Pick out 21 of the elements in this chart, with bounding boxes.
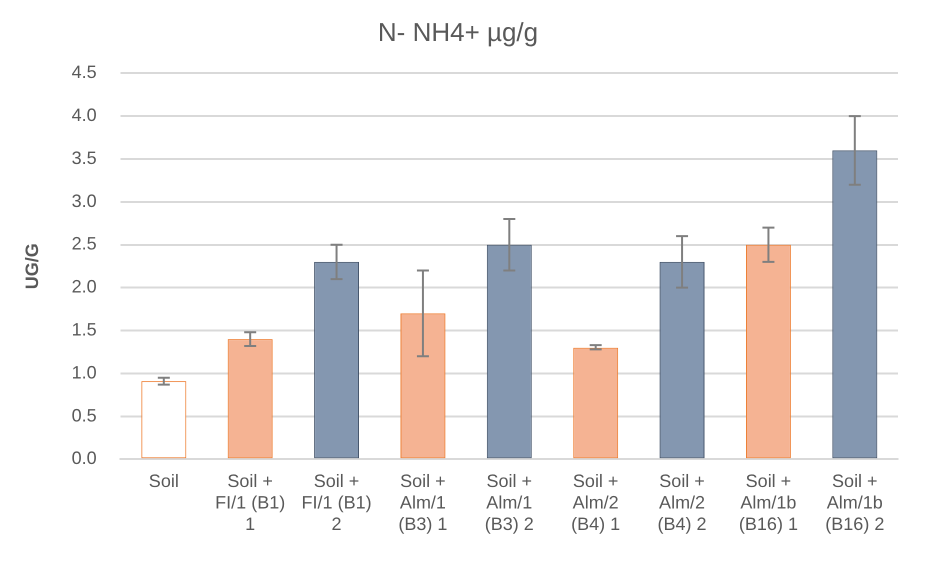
y-tick-label: 0.5 [72,405,97,426]
y-tick-label: 2.0 [72,276,97,297]
x-tick-label: Soil + Alm/1 (B3) 1 [398,470,448,534]
y-tick-label: 1.5 [72,320,97,340]
x-tick-label: Soil + Alm/2 (B4) 1 [571,470,620,534]
x-tick-label: Soil [148,470,179,491]
y-axis-title: UG/G [22,243,42,290]
y-tick-label: 1.0 [72,362,97,382]
y-tick-label: 0.0 [72,448,97,468]
x-tick-label: Soil + FI/1 (B1) 2 [302,470,372,534]
chart-title: N- NH4+ µg/g [378,16,538,47]
x-tick-label: Soil + Alm/1b (B16) 1 [738,470,798,534]
y-tick-label: 3.0 [72,190,97,211]
y-tick-label: 2.5 [72,234,97,254]
x-tick-label: Soil + Alm/2 (B4) 2 [658,470,707,534]
x-tick-label: Soil + Alm/1b (B16) 2 [825,470,884,534]
y-tick-label: 4.0 [72,105,97,126]
x-tick-label: Soil + FI/1 (B1) 1 [215,470,286,534]
x-tick-label: Soil + Alm/1 (B3) 2 [484,470,534,534]
y-tick-label: 3.5 [72,148,97,168]
y-tick-label: 4.5 [72,62,97,82]
